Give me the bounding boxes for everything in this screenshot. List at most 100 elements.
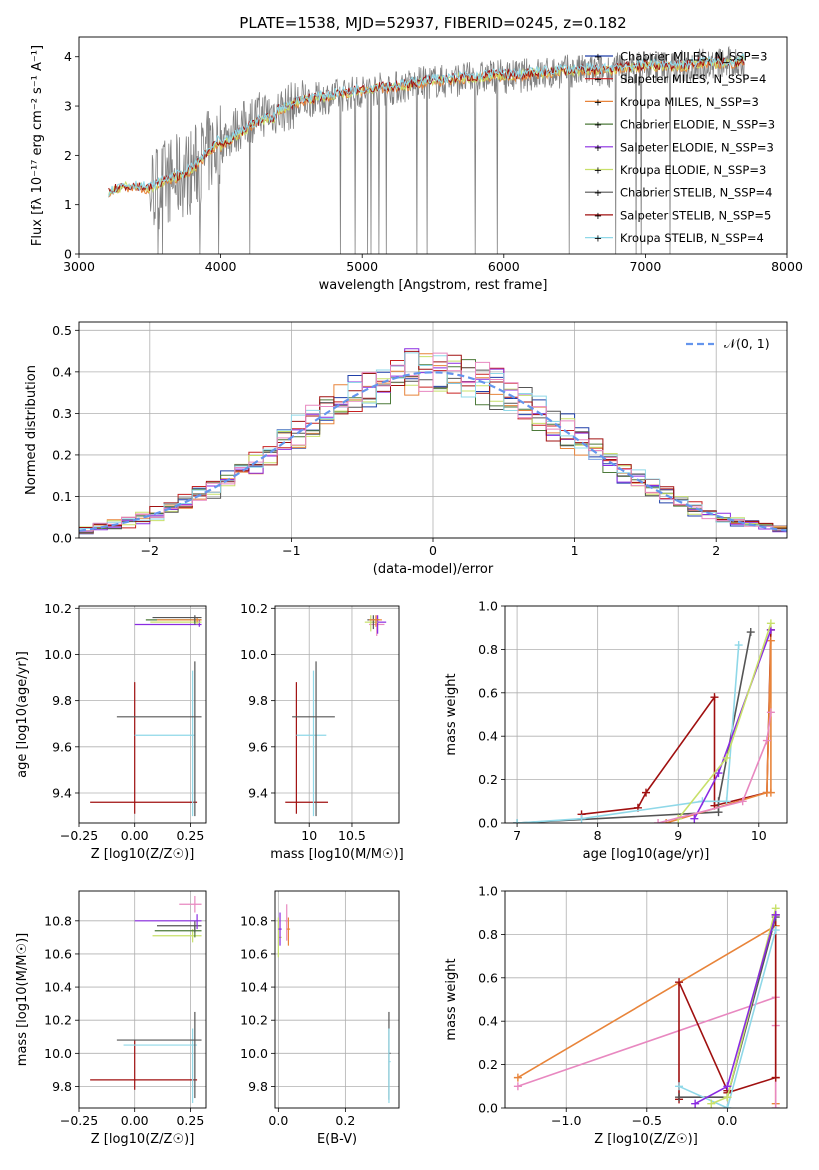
weight-point [771,926,780,935]
axes-frame [274,890,400,1109]
y-tick-label: 0.8 [478,642,498,657]
panel-7: 0.0 0.2 9.8 10.0 10.2 10.4 10.6 10.8 E(B-V) [240,890,400,1147]
weight-point [766,788,775,797]
weight-point [513,1082,522,1091]
weight-point [675,978,684,987]
weight-line-kroupa-elodie [677,623,772,820]
x-tick-label: 10 [301,828,317,843]
axes-frame [78,36,788,255]
axes-frame [78,605,207,824]
x-tick-label: −1.0 [551,1113,581,1128]
legend-marker: + [594,166,602,177]
y-tick-label: 1.0 [478,599,498,614]
legend-label: Salpeter ELODIE, N_SSP=3 [620,140,774,154]
y-tick-label: 9.8 [248,693,268,708]
axes-frame [274,605,400,824]
x-tick-label: 0 [429,543,437,558]
y-tick-label: 0 [64,247,72,262]
plot-area [277,904,391,1104]
legend: + Chabrier MILES, N_SSP=3 + Salpeter MILES,… [585,50,775,245]
legend-marker: + [594,52,602,63]
y-axis-label: Flux [fλ 10⁻¹⁷ erg cm⁻² s⁻¹ A⁻¹] [30,45,45,246]
y-tick-label: 10.0 [240,1046,268,1061]
plot-area [285,615,387,817]
plot-area [513,619,775,823]
y-tick-label: 9.6 [248,739,268,754]
model-spectrum-kroupa-stelib [108,52,745,197]
panel-1: 3000 4000 5000 6000 7000 8000 0 1 2 3 4 wavelength … [30,14,803,293]
y-tick-label: 10.0 [240,647,268,662]
weight-point [723,1082,732,1091]
y-tick-label: 0.4 [478,729,498,744]
weight-point [714,808,723,817]
x-tick-label: 7000 [629,259,661,274]
y-tick-label: 0.8 [478,927,498,942]
x-axis-label: (data-model)/error [373,562,494,577]
weight-point [771,910,780,919]
weight-point [734,641,743,650]
weight-point [722,753,731,762]
x-tick-label: 0.2 [335,1113,355,1128]
weight-point [714,769,723,778]
x-axis-label: Z [log10(Z/Z☉)] [91,847,195,862]
weight-point [642,788,650,797]
x-tick-label: 0.0 [268,1113,288,1128]
y-tick-label: 10.8 [240,913,268,928]
legend-marker: + [594,97,602,108]
weight-point [707,1099,716,1108]
x-tick-label: −2 [141,543,159,558]
legend-marker: + [594,211,602,222]
axes-frame [504,605,788,824]
y-tick-label: 9.4 [248,785,268,800]
weight-line-kroupa-stelib [678,929,777,1108]
x-tick-label: 5000 [346,259,378,274]
plot-area [90,895,202,1104]
legend-marker: + [594,234,602,245]
x-tick-label: 3000 [63,259,95,274]
x-axis-label: age [log10(age/yr)] [583,847,710,862]
panel-5: 7 8 9 10 0.0 0.2 0.4 0.6 0.8 1.0 age [log10(age/yr… [444,599,788,862]
weight-point [654,819,663,823]
weight-point [577,814,586,823]
y-tick-label: 0.2 [478,1057,498,1072]
x-tick-label: 9 [674,828,682,843]
weight-point [723,1093,732,1102]
x-tick-label: 2 [712,543,720,558]
y-tick-label: 0.4 [478,1014,498,1029]
legend-marker: + [594,143,602,154]
x-tick-label: 0.0 [717,1113,737,1128]
y-tick-label: 1 [64,197,72,212]
y-tick-label: 3 [64,99,72,114]
weight-line-chabrier-stelib [517,631,752,823]
y-tick-label: 9.6 [52,739,72,754]
y-tick-label: 10.6 [44,946,72,961]
weight-point [766,708,775,717]
legend-label: Chabrier STELIB, N_SSP=4 [620,186,772,200]
panel-4: 10 10.5 9.4 9.6 9.8 10.0 10.2 mass [log10(M/M☉)… [240,601,404,862]
plot-area [79,348,787,535]
y-tick-label: 10.6 [240,946,268,961]
weight-point [723,1104,732,1108]
x-axis-label: wavelength [Angstrom, rest frame] [319,278,548,293]
x-tick-label: −1 [282,543,300,558]
weight-line-pink [657,712,772,823]
x-tick-label: −0.5 [632,1113,662,1128]
weight-point [513,819,522,823]
y-tick-label: 9.8 [52,1079,72,1094]
weight-point [675,1082,684,1091]
legend-label: Chabrier MILES, N_SSP=3 [620,50,767,64]
weight-point [513,1073,522,1082]
x-tick-label: 0.00 [121,828,149,843]
x-tick-label: 8000 [771,259,803,274]
y-tick-label: 0.4 [52,364,72,379]
x-tick-label: 8 [594,828,602,843]
legend-label: Salpeter STELIB, N_SSP=5 [620,208,771,222]
y-tick-label: 10.8 [44,913,72,928]
gaussian-curve [79,371,787,532]
y-tick-label: 0.6 [478,685,498,700]
panel-6: −0.25 0.00 0.25 9.8 10.0 10.2 10.4 10.6 10.8 Z [l… [15,890,207,1147]
weight-line-kroupa-miles [665,640,772,823]
y-tick-label: 0.0 [52,531,72,546]
y-axis-label: mass weight [444,673,459,755]
weight-point [738,797,747,806]
